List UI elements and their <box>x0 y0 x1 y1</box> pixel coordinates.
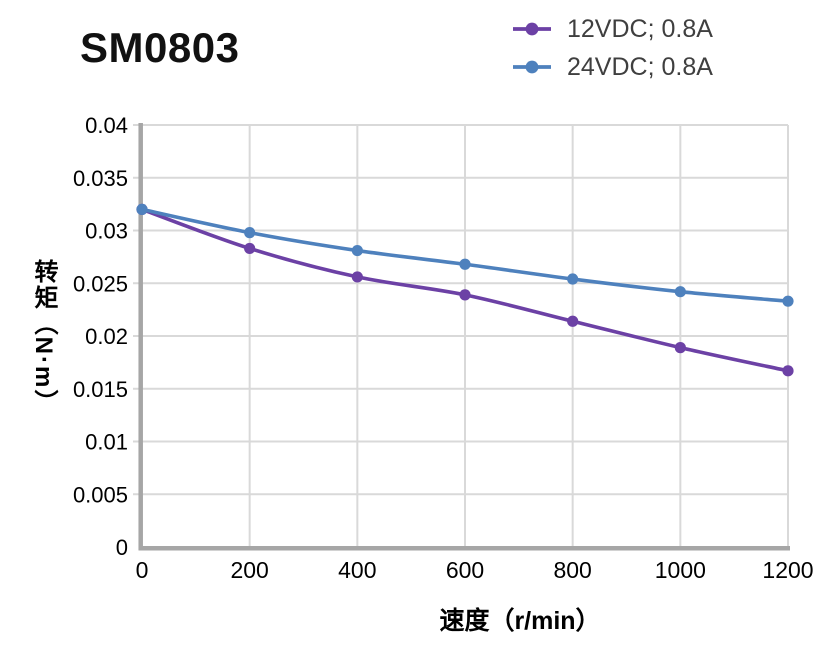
series-marker-1 <box>244 227 256 239</box>
y-tick-label: 0.02 <box>85 324 128 349</box>
x-tick-label: 1200 <box>762 557 813 583</box>
y-tick-label: 0.03 <box>85 219 128 244</box>
x-tick-label: 200 <box>230 557 268 583</box>
series-marker-0 <box>782 365 794 377</box>
y-axis-title: 转矩（N·m） <box>30 258 57 416</box>
series-marker-0 <box>459 289 471 301</box>
y-tick-label: 0.005 <box>73 482 128 507</box>
legend-marker-12vdc-icon <box>513 22 551 36</box>
x-tick-label: 600 <box>446 557 484 583</box>
legend-marker-24vdc-icon <box>513 60 551 74</box>
series-marker-0 <box>674 342 686 354</box>
series-marker-1 <box>567 273 579 285</box>
series-marker-0 <box>244 242 256 255</box>
legend: 12VDC; 0.8A 24VDC; 0.8A <box>512 10 713 86</box>
legend-item-24vdc: 24VDC; 0.8A <box>512 48 713 86</box>
series-marker-1 <box>459 258 471 270</box>
chart-title: SM0803 <box>80 24 240 71</box>
x-tick-label: 0 <box>136 557 149 583</box>
series-marker-0 <box>567 315 579 327</box>
y-tick-label: 0.015 <box>73 377 128 402</box>
series-marker-1 <box>136 203 148 215</box>
legend-label-24vdc: 24VDC; 0.8A <box>567 52 713 81</box>
series-marker-1 <box>782 295 794 307</box>
series-marker-1 <box>674 286 686 298</box>
y-tick-label: 0.01 <box>85 430 128 455</box>
x-tick-label: 1000 <box>655 557 706 583</box>
y-tick-label: 0.025 <box>73 271 128 296</box>
y-tick-label: 0.035 <box>73 166 128 191</box>
x-axis-title: 速度（r/min） <box>439 607 601 635</box>
y-tick-label: 0 <box>116 535 128 560</box>
series-marker-0 <box>351 271 363 283</box>
x-tick-label: 400 <box>338 557 376 583</box>
legend-item-12vdc: 12VDC; 0.8A <box>512 10 713 48</box>
x-tick-label: 800 <box>553 557 591 583</box>
y-tick-label: 0.04 <box>85 113 128 138</box>
series-marker-1 <box>351 244 363 257</box>
legend-label-12vdc: 12VDC; 0.8A <box>567 14 713 43</box>
